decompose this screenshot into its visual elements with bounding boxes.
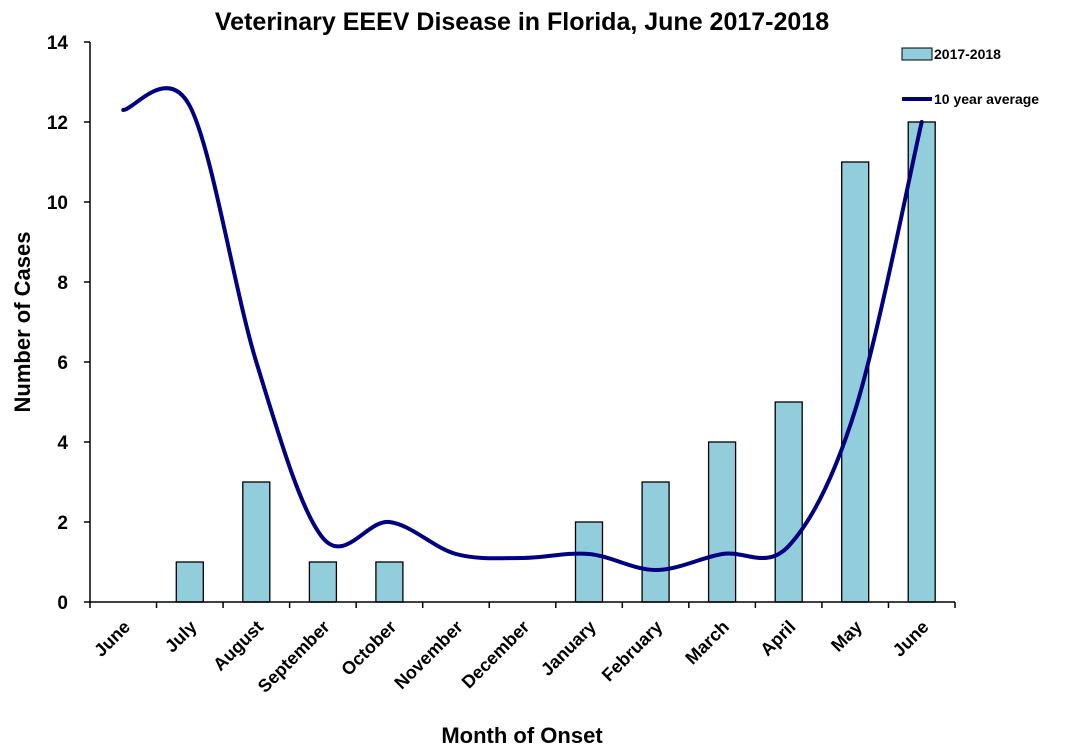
bar-3: [242, 481, 271, 603]
bar-9: [641, 481, 670, 603]
chart-title: Veterinary EEEV Disease in Florida, June…: [215, 8, 829, 36]
y-axis-title: Number of Cases: [10, 232, 35, 413]
y-tick-label-14: 14: [47, 33, 69, 54]
x-tick-label-8: January: [537, 617, 600, 680]
y-tick-label-12: 12: [47, 113, 68, 134]
bar-2: [175, 561, 204, 603]
x-tick-label-10: March: [681, 617, 733, 669]
x-axis-title: Month of Onset: [441, 723, 603, 748]
series-line-10-year-average: [121, 86, 924, 572]
x-tick-label-11: April: [756, 617, 799, 660]
legend-label-bar: 2017-2018: [934, 46, 1001, 62]
bar-13: [907, 121, 936, 603]
x-tick-label-7: December: [458, 617, 534, 693]
x-tick-label-13: June: [889, 617, 933, 661]
x-tick-label-4: September: [254, 617, 334, 697]
x-tick-label-2: July: [161, 617, 201, 657]
legend-label-line: 10 year average: [934, 91, 1039, 107]
x-tick-label-12: May: [827, 617, 866, 656]
y-tick-label-8: 8: [57, 273, 68, 294]
bar-10: [707, 441, 737, 603]
y-tick-label-6: 6: [57, 353, 68, 374]
legend-swatch-bar: [901, 47, 933, 61]
x-tick-label-6: November: [390, 617, 466, 693]
bar-11: [774, 401, 803, 603]
y-tick-label-4: 4: [57, 433, 68, 454]
y-tick-label-0: 0: [57, 593, 68, 614]
y-tick-label-2: 2: [57, 513, 68, 534]
y-tick-label-10: 10: [47, 193, 68, 214]
x-tick-label-5: October: [337, 617, 400, 680]
x-tick-label-3: August: [209, 617, 267, 675]
legend: 2017-2018 10 year average: [901, 46, 1039, 107]
bar-8: [574, 521, 604, 603]
bar-4: [308, 561, 338, 603]
x-tick-label-9: February: [598, 617, 667, 686]
x-tick-label-1: June: [90, 617, 134, 661]
bar-5: [375, 561, 404, 603]
